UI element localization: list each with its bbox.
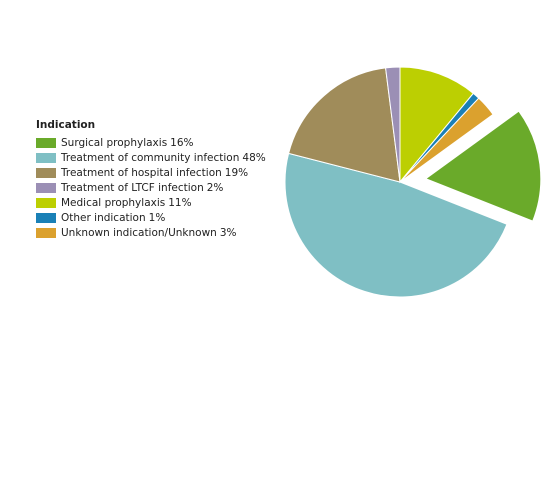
legend-name: Unknown indication/Unknown	[61, 227, 217, 239]
legend-name: Surgical prophylaxis	[61, 137, 167, 149]
legend-value: 16%	[170, 137, 193, 149]
legend-swatch	[36, 153, 56, 163]
legend-name: Treatment of community infection	[60, 152, 239, 164]
legend-label: Treatment of community infection 48%	[60, 152, 266, 164]
legend-label: Medical prophylaxis 11%	[61, 197, 192, 209]
legend-value: 11%	[168, 197, 191, 209]
pie-slice	[284, 152, 508, 298]
legend-name: Treatment of LTCF infection	[60, 182, 204, 194]
legend-label: Other indication 1%	[61, 212, 165, 224]
legend-value: 3%	[220, 227, 237, 239]
legend-name: Medical prophylaxis	[61, 197, 165, 209]
legend-swatch	[36, 138, 56, 148]
legend-swatch	[36, 168, 56, 178]
legend-label: Treatment of hospital infection 19%	[60, 167, 248, 179]
legend-value: 19%	[225, 167, 248, 179]
legend-value: 2%	[207, 182, 224, 194]
legend-swatch	[36, 228, 56, 238]
legend-swatch	[36, 198, 56, 208]
legend-name: Other indication	[61, 212, 146, 224]
legend-swatch	[36, 183, 56, 193]
pie-slice	[399, 97, 494, 183]
pie-slice	[424, 110, 542, 222]
legend-title: Indication	[36, 119, 95, 131]
pie-slice	[288, 67, 401, 183]
legend-label: Treatment of LTCF infection 2%	[60, 182, 223, 194]
legend-name: Treatment of hospital infection	[60, 167, 222, 179]
legend-label: Surgical prophylaxis 16%	[61, 137, 194, 149]
legend-label: Unknown indication/Unknown 3%	[61, 227, 237, 239]
legend-swatch	[36, 213, 56, 223]
legend-value: 1%	[149, 212, 166, 224]
legend-value: 48%	[242, 152, 265, 164]
pie-slice	[399, 66, 475, 184]
